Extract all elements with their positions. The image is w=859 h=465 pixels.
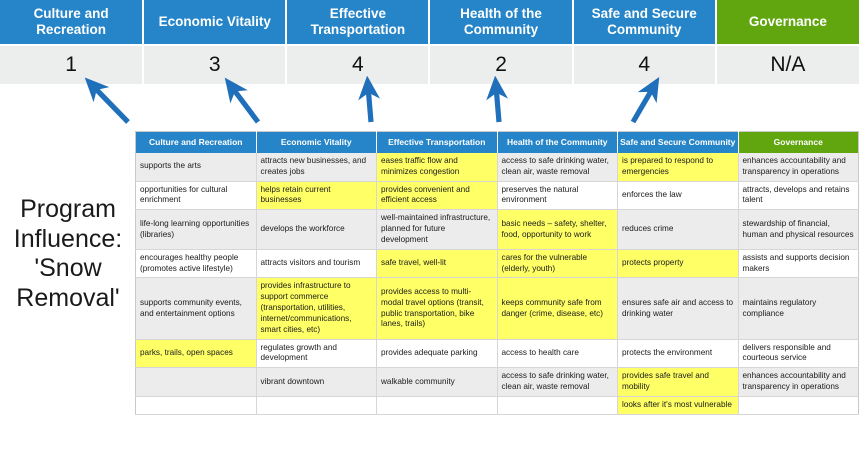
matrix-cell: reduces crime	[617, 209, 739, 250]
arrow-to-safe-and-secure-community	[630, 77, 660, 124]
callout-line-3: 'Snow	[34, 254, 102, 282]
matrix-cell: enhances accountability and transparency…	[738, 153, 859, 182]
score-header-culture-and-recreation: Culture and Recreation	[0, 0, 145, 46]
matrix-cell: ensures safe air and access to drinking …	[617, 277, 739, 340]
matrix-cell: provides adequate parking	[376, 339, 498, 369]
matrix-cell: supports the arts	[135, 153, 257, 182]
matrix-header-culture-and-recreation: Culture and Recreation	[135, 131, 257, 153]
matrix-cell: regulates growth and development	[256, 339, 377, 369]
matrix-cell: life-long learning opportunities (librar…	[135, 209, 257, 250]
program-influence-label: Program Influence: 'Snow Removal'	[4, 195, 132, 313]
matrix-cell: helps retain current businesses	[256, 181, 377, 211]
matrix-cell: parks, trails, open spaces	[135, 339, 257, 369]
matrix-cell: attracts new businesses, and creates job…	[256, 153, 377, 182]
matrix-cell: basic needs – safety, shelter, food, opp…	[497, 209, 618, 250]
matrix-cell: access to safe drinking water, clean air…	[497, 153, 618, 182]
table-row: life-long learning opportunities (librar…	[135, 209, 859, 250]
score-value-safe-and-secure-community: 4	[572, 45, 717, 86]
matrix-cell	[738, 396, 859, 415]
matrix-cell: supports community events, and entertain…	[135, 277, 257, 340]
matrix-cell: is prepared to respond to emergencies	[617, 153, 739, 182]
matrix-cell: encourages healthy people (promotes acti…	[135, 249, 257, 279]
score-header-effective-transportation: Effective Transportation	[286, 0, 431, 46]
matrix-cell: protects the environment	[617, 339, 739, 369]
matrix-cell: enhances accountability and transparency…	[738, 367, 859, 397]
score-header-row: Culture and Recreation Economic Vitality…	[0, 0, 859, 46]
matrix-cell: maintains regulatory compliance	[738, 277, 859, 340]
callout-line-2: Influence:	[13, 224, 123, 253]
score-value-effective-transportation: 4	[286, 45, 431, 86]
matrix-cell: provides convenient and efficient access	[376, 181, 498, 211]
matrix-cell	[497, 396, 618, 415]
matrix-cell: well-maintained infrastructure, planned …	[376, 209, 498, 250]
score-header-health-of-the-community: Health of the Community	[429, 0, 574, 46]
matrix-cell: assists and supports decision makers	[738, 249, 859, 279]
score-value-economic-vitality: 3	[143, 45, 288, 86]
matrix-cell: safe travel, well-lit	[376, 249, 498, 279]
matrix-cell: develops the workforce	[256, 209, 377, 250]
arrow-to-culture-and-recreation	[84, 77, 130, 124]
matrix-cell: attracts visitors and tourism	[256, 249, 377, 279]
matrix-cell	[135, 367, 257, 397]
matrix-cell: looks after it's most vulnerable	[617, 396, 739, 415]
matrix-cell	[256, 396, 377, 415]
table-row: parks, trails, open spaces regulates grow…	[135, 339, 859, 369]
score-value-row: 1 3 4 2 4 N/A	[0, 45, 859, 86]
matrix-cell: preserves the natural environment	[497, 181, 618, 211]
arrow-to-economic-vitality	[224, 77, 261, 124]
table-row: vibrant downtown walkable community access…	[135, 367, 859, 397]
matrix-cell: provides safe travel and mobility	[617, 367, 739, 397]
matrix-cell: provides infrastructure to support comme…	[256, 277, 377, 340]
matrix-cell: eases traffic flow and minimizes congest…	[376, 153, 498, 182]
matrix-cell	[135, 396, 257, 415]
matrix-body: supports the arts attracts new businesses…	[135, 153, 859, 415]
score-header-safe-and-secure-community: Safe and Secure Community	[572, 0, 717, 46]
arrow-to-effective-transportation	[358, 76, 381, 123]
influence-matrix-table: Culture and Recreation Economic Vitality…	[135, 131, 859, 415]
matrix-header-economic-vitality: Economic Vitality	[256, 131, 377, 153]
matrix-cell: opportunities for cultural enrichment	[135, 181, 257, 211]
matrix-header-safe-and-secure-community: Safe and Secure Community	[617, 131, 739, 153]
matrix-cell: access to health care	[497, 339, 618, 369]
matrix-cell: access to safe drinking water, clean air…	[497, 367, 618, 397]
matrix-cell: keeps community safe from danger (crime,…	[497, 277, 618, 340]
score-value-governance: N/A	[715, 45, 859, 86]
matrix-header-health-of-the-community: Health of the Community	[497, 131, 618, 153]
matrix-cell: walkable community	[376, 367, 498, 397]
matrix-cell: delivers responsible and courteous servi…	[738, 339, 859, 369]
table-row: encourages healthy people (promotes acti…	[135, 249, 859, 279]
table-row: supports the arts attracts new businesses…	[135, 153, 859, 182]
matrix-cell: cares for the vulnerable (elderly, youth…	[497, 249, 618, 279]
callout-line-1: Program	[20, 195, 116, 223]
score-header-economic-vitality: Economic Vitality	[143, 0, 288, 46]
matrix-cell: enforces the law	[617, 181, 739, 211]
score-value-health-of-the-community: 2	[429, 45, 574, 86]
matrix-header-governance: Governance	[738, 131, 859, 153]
score-value-culture-and-recreation: 1	[0, 45, 145, 86]
table-row: opportunities for cultural enrichment hel…	[135, 181, 859, 211]
matrix-header-row: Culture and Recreation Economic Vitality…	[135, 131, 859, 153]
matrix-cell: provides access to multi-modal travel op…	[376, 277, 498, 340]
score-header-governance: Governance	[715, 0, 859, 46]
matrix-header-effective-transportation: Effective Transportation	[376, 131, 498, 153]
table-row: supports community events, and entertain…	[135, 277, 859, 340]
matrix-cell: protects property	[617, 249, 739, 279]
arrow-to-health-of-the-community	[486, 76, 509, 123]
matrix-cell	[376, 396, 498, 415]
influence-matrix-container: Culture and Recreation Economic Vitality…	[135, 131, 859, 415]
table-row: looks after it's most vulnerable	[135, 396, 859, 415]
callout-line-4: Removal'	[16, 283, 120, 312]
matrix-cell: vibrant downtown	[256, 367, 377, 397]
score-summary-table: Culture and Recreation Economic Vitality…	[0, 0, 859, 86]
matrix-cell: stewardship of financial, human and phys…	[738, 209, 859, 250]
matrix-cell: attracts, develops and retains talent	[738, 181, 859, 211]
